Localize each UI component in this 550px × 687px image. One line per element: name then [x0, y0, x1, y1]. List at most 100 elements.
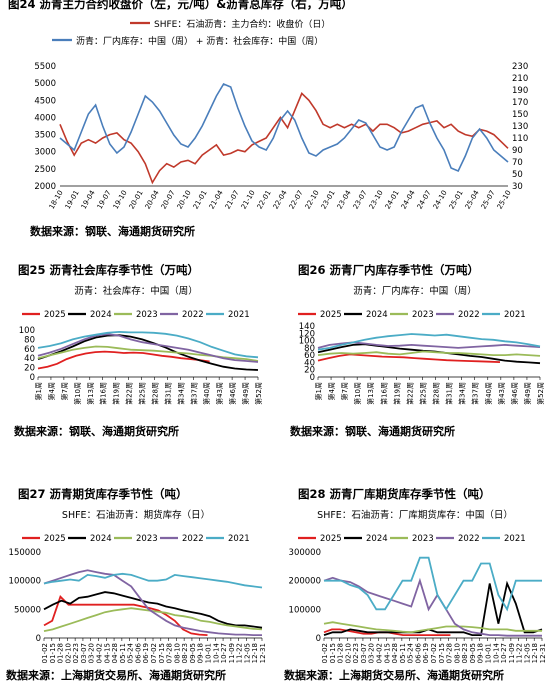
x-tick-label: 第13周 — [366, 382, 375, 405]
x-tick-label: 07-02 — [150, 643, 158, 663]
x-tick-label: 09-18 — [477, 643, 485, 663]
x-tick-label: 08-10 — [173, 643, 181, 663]
legend-label-2024: 2024 — [366, 310, 388, 320]
legend-label-2022: 2022 — [182, 534, 204, 544]
y-left-tick-label: 4500 — [34, 96, 56, 106]
x-tick-label: 第46周 — [510, 382, 519, 405]
series-line-2024 — [37, 334, 259, 371]
x-tick-label: 10-01 — [205, 643, 213, 663]
x-tick-label: 第4周 — [327, 382, 336, 400]
series-line-inventory — [59, 82, 509, 173]
x-tick-label: 25-04 — [464, 189, 481, 211]
x-tick-label: 22-10 — [304, 189, 321, 211]
x-tick-label: 第31周 — [445, 382, 454, 405]
x-tick-label: 第19周 — [392, 382, 401, 405]
x-tick-label: 04-28 — [111, 643, 119, 663]
x-tick-label: 23-07 — [352, 189, 369, 211]
x-tick-label: 第25周 — [418, 382, 427, 405]
x-tick-label: 第16周 — [99, 382, 108, 405]
x-tick-label: 22-01 — [256, 189, 273, 211]
x-tick-label: 01-28 — [57, 643, 65, 663]
x-tick-label: 第37周 — [471, 382, 480, 405]
x-tick-label: 19-10 — [112, 189, 129, 211]
x-tick-label: 10-14 — [212, 642, 220, 663]
y-tick-label: 60 — [24, 345, 35, 355]
x-tick-label: 07-02 — [430, 643, 438, 663]
series-line-2024 — [323, 580, 543, 637]
x-tick-label: 第43周 — [497, 382, 506, 405]
x-tick-label: 04-02 — [376, 643, 384, 663]
y-tick-label: 0 — [316, 634, 321, 644]
series-line-2023 — [43, 607, 263, 632]
y-tick-label: 200000 — [289, 577, 321, 587]
fig28-title: 图28 沥青厂库期货库存季节性（吨） — [298, 487, 491, 501]
legend-label-2025: 2025 — [44, 310, 66, 320]
x-tick-label: 02-10 — [344, 643, 352, 663]
x-tick-label: 第13周 — [86, 382, 95, 405]
y-tick-label: 300000 — [289, 548, 321, 558]
x-tick-label: 12-31 — [259, 643, 267, 663]
y-left-tick-label: 4000 — [34, 113, 56, 123]
x-tick-label: 05-11 — [119, 643, 127, 663]
fig25-chart: 沥青：社会库存：中国（周） 2025 2024 2023 2022 2021 0204060… — [19, 285, 263, 405]
y-tick-label: 50000 — [14, 605, 41, 615]
x-tick-label: 07-15 — [438, 643, 446, 663]
series-line-2022 — [37, 333, 259, 363]
x-tick-label: 11-09 — [508, 643, 516, 663]
x-tick-label: 第10周 — [73, 382, 82, 405]
x-tick-label: 18-10 — [48, 189, 65, 211]
y-left-tick-label: 5500 — [34, 62, 56, 72]
y-tick-label: 100 — [19, 326, 35, 336]
y-left-tick-label: 2500 — [34, 165, 56, 175]
x-tick-label: 07-28 — [446, 643, 454, 663]
fig25-source: 数据来源：钢联、海通期货研究所 — [14, 425, 179, 438]
legend-label-2022: 2022 — [458, 310, 480, 320]
y-tick-label: 60 — [304, 351, 315, 361]
x-tick-label: 25-07 — [480, 189, 497, 211]
legend-label-2023: 2023 — [136, 534, 158, 544]
x-tick-label: 24-07 — [416, 189, 433, 211]
chart-title: 沥青：厂内库存：中国（周） — [353, 285, 477, 297]
y-tick-label: 150000 — [9, 548, 41, 558]
x-tick-label: 第1周 — [34, 382, 43, 400]
chart-title: SHFE：石油沥青：厂库期货库存：中国（日） — [317, 509, 513, 521]
x-tick-label: 08-10 — [453, 643, 461, 663]
y-tick-label: 140 — [299, 322, 315, 332]
x-tick-label: 24-01 — [384, 189, 401, 211]
y-left-tick-label: 3000 — [34, 148, 56, 158]
series-line-2021 — [317, 333, 541, 351]
x-tick-label: 第22周 — [405, 382, 414, 405]
x-tick-label: 第31周 — [163, 382, 172, 405]
series-line-2022 — [43, 569, 262, 637]
x-tick-label: 第7周 — [60, 382, 69, 400]
x-tick-label: 第52周 — [536, 382, 545, 405]
x-tick-label: 12-31 — [539, 643, 547, 663]
y-tick-label: 40 — [304, 358, 315, 368]
x-tick-label: 21-07 — [224, 189, 241, 211]
fig27-title: 图27 沥青期货库存季节性（吨） — [18, 487, 188, 501]
x-tick-label: 09-05 — [469, 643, 477, 663]
x-tick-label: 08-23 — [461, 643, 469, 663]
x-tick-label: 02-23 — [72, 643, 80, 663]
x-tick-label: 第19周 — [112, 382, 121, 405]
x-tick-label: 03-20 — [88, 643, 96, 663]
legend-label-2021: 2021 — [504, 310, 526, 320]
y-right-tick-label: 50 — [512, 170, 523, 180]
x-tick-label: 02-10 — [64, 643, 72, 663]
y-right-tick-label: 130 — [512, 122, 528, 132]
x-tick-label: 第40周 — [484, 382, 493, 405]
fig26-title: 图26 沥青厂内库存季节性（万吨） — [298, 263, 480, 277]
legend-label-2024: 2024 — [90, 534, 112, 544]
x-tick-label: 04-28 — [391, 643, 399, 663]
x-tick-label: 23-04 — [336, 189, 353, 211]
series-line-2024 — [43, 591, 263, 629]
y-tick-label: 20 — [24, 364, 35, 374]
x-tick-label: 23-10 — [368, 189, 385, 211]
y-right-tick-label: 70 — [512, 158, 523, 168]
x-tick-label: 05-24 — [407, 642, 415, 663]
x-tick-label: 20-04 — [144, 189, 161, 211]
x-tick-label: 第16周 — [379, 382, 388, 405]
y-left-tick-label: 5000 — [34, 79, 56, 89]
x-tick-label: 22-07 — [288, 189, 305, 211]
x-tick-label: 20-01 — [128, 189, 145, 211]
